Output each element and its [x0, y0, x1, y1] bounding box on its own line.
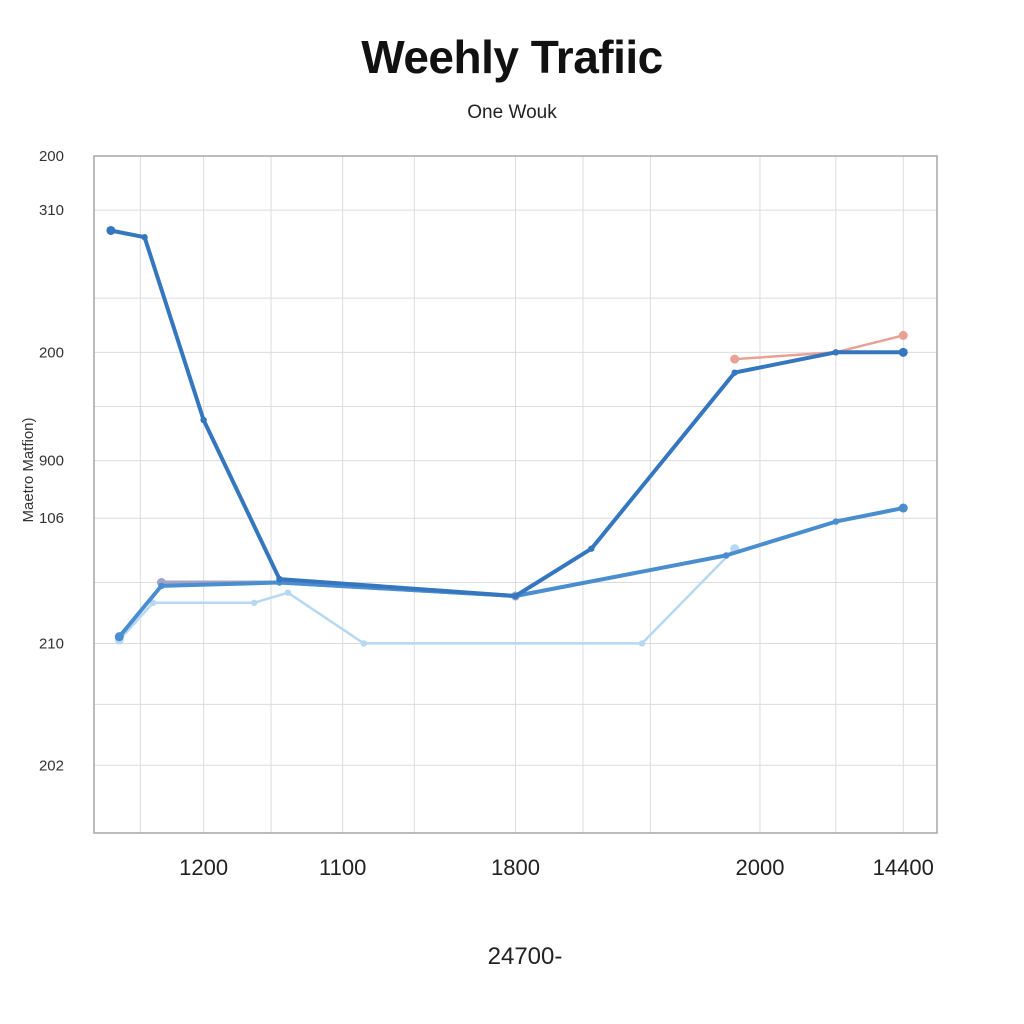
- data-point: [149, 599, 157, 607]
- x-tick-label: 2000: [735, 855, 784, 880]
- x-axis-ticks: 1200 1100 1800 2000 14400: [179, 855, 934, 880]
- y-axis-ticks: 200 310 200 900 106 210 202: [39, 148, 64, 774]
- x-tick-label: 1100: [319, 855, 366, 880]
- x-axis-label: 24700-: [488, 943, 563, 970]
- y-tick-label: 202: [39, 757, 64, 774]
- data-point: [638, 640, 646, 647]
- data-point: [250, 599, 258, 607]
- y-tick-label: 210: [39, 635, 64, 652]
- data-point: [898, 503, 908, 513]
- chart-subtitle: One Wouk: [467, 102, 557, 123]
- chart-title: Weehly Trafiic: [361, 31, 663, 83]
- x-tick-label: 1200: [179, 855, 228, 880]
- data-point: [158, 582, 165, 590]
- y-tick-label: 310: [39, 202, 64, 219]
- data-point: [360, 640, 367, 647]
- plot-frame: [93, 155, 938, 834]
- x-tick-label: 14400: [873, 855, 934, 880]
- series-line: [118, 547, 736, 645]
- data-point: [200, 416, 207, 424]
- data-point: [898, 330, 908, 340]
- data-point: [106, 225, 116, 235]
- data-point: [898, 347, 908, 357]
- data-point: [832, 518, 840, 525]
- y-tick-label: 900: [39, 453, 64, 470]
- y-tick-label: 200: [39, 148, 64, 165]
- grid: [94, 156, 937, 833]
- y-tick-label: 200: [39, 344, 64, 361]
- data-point: [141, 234, 148, 241]
- data-point: [114, 632, 124, 642]
- data-point: [730, 354, 740, 364]
- data-point: [723, 552, 730, 559]
- data-point: [832, 349, 840, 356]
- x-tick-label: 1800: [491, 855, 540, 880]
- y-tick-label: 106: [39, 510, 64, 527]
- data-point: [276, 575, 283, 583]
- series-lines: [106, 225, 908, 647]
- data-point: [284, 589, 292, 596]
- data-point: [588, 545, 595, 552]
- series-line: [117, 506, 906, 639]
- data-point: [731, 369, 738, 376]
- y-axis-label: Maetro Matfion): [20, 417, 37, 522]
- data-point: [512, 592, 519, 600]
- series-line: [108, 228, 906, 598]
